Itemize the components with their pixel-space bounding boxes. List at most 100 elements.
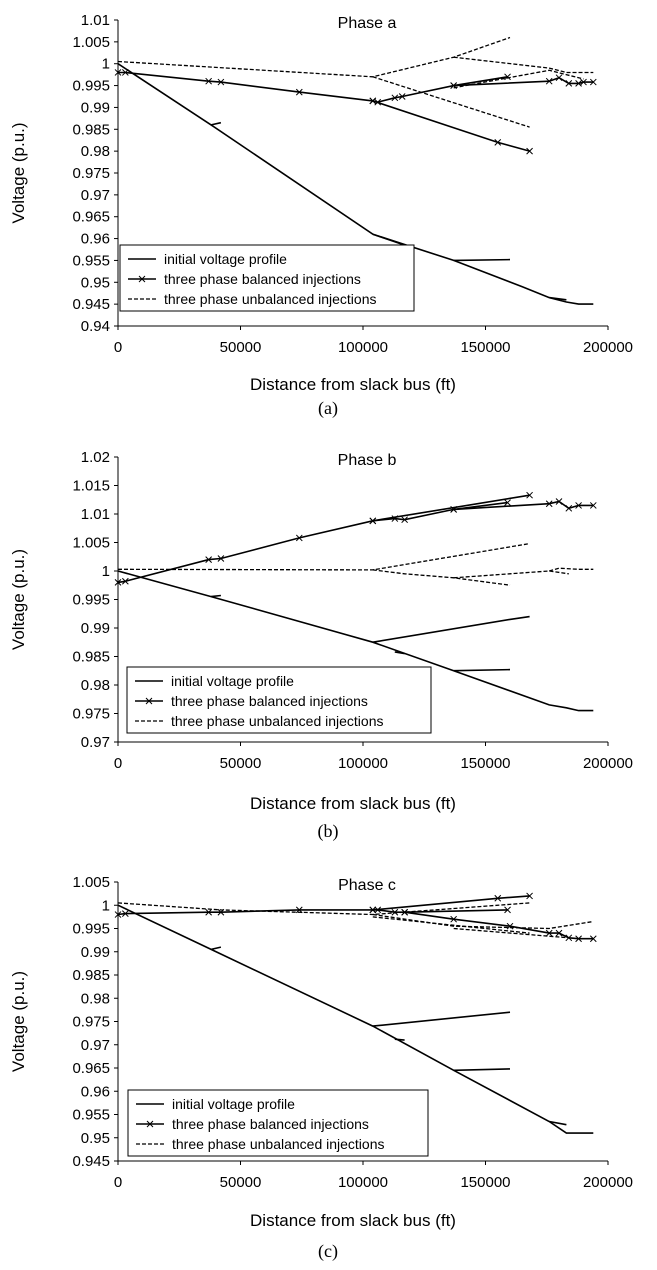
y-tick-label: 0.965: [72, 1060, 110, 1077]
y-tick-label: 0.975: [72, 706, 110, 723]
x-tick-label: 150000: [460, 339, 510, 356]
y-tick-label: 0.995: [72, 78, 110, 95]
y-tick-label: 1.015: [72, 478, 110, 495]
legend-label: initial voltage profile: [171, 673, 294, 689]
series-line-2: [453, 56, 594, 74]
x-axis-label: Distance from slack bus (ft): [250, 1211, 456, 1230]
y-tick-label: 0.98: [81, 143, 110, 160]
chart-title: Phase c: [338, 877, 396, 894]
y-tick-label: 0.96: [81, 1083, 110, 1100]
y-tick-label: 0.95: [81, 274, 110, 291]
data-point-x-marker: [205, 77, 213, 85]
data-point-x-marker: [114, 579, 122, 586]
data-point-x-marker: [401, 516, 409, 524]
y-tick-label: 0.98: [81, 677, 110, 694]
series-line-0: [394, 1038, 405, 1041]
y-tick-label: 0.955: [72, 252, 110, 269]
series-line-0: [549, 1120, 567, 1126]
data-point-x-marker: [504, 906, 511, 914]
data-point-x-marker: [114, 69, 122, 76]
x-tick-label: 50000: [220, 1174, 262, 1191]
series-line-0: [211, 594, 221, 598]
x-tick-label: 0: [114, 1174, 122, 1191]
series-line-0: [372, 233, 405, 246]
data-point-x-marker: [217, 555, 225, 562]
series-line-1: [372, 100, 530, 152]
y-tick-label: 0.995: [72, 921, 110, 938]
legend-label: three phase unbalanced injections: [164, 291, 377, 307]
y-tick-label: 0.95: [81, 1130, 110, 1147]
series-line-0: [394, 651, 405, 655]
x-axis-label: Distance from slack bus (ft): [250, 794, 456, 813]
y-tick-label: 0.945: [72, 1153, 110, 1170]
x-tick-label: 150000: [460, 1174, 510, 1191]
y-tick-label: 1.02: [81, 449, 110, 466]
y-tick-label: 1: [102, 897, 110, 914]
series-line-2: [549, 567, 594, 572]
chart-phase-c: 0.945 0.95 0.955 0.96 0.965 0.97 0.975 0.98 0.98…: [9, 874, 633, 1262]
y-tick-label: 0.955: [72, 1107, 110, 1124]
data-point-x-marker: [369, 97, 377, 105]
legend-box: [119, 244, 415, 312]
data-point-x-marker: [526, 491, 533, 499]
data-point-x-marker: [504, 73, 511, 81]
series-line-1: [453, 76, 508, 87]
y-tick-label: 1.01: [81, 12, 110, 29]
data-point-x-marker: [295, 88, 303, 96]
series-line-1: [118, 71, 594, 104]
series-line-2: [117, 542, 530, 571]
y-tick-label: 0.98: [81, 990, 110, 1007]
data-point-x-marker: [398, 93, 406, 100]
data-point-x-marker: [545, 500, 553, 508]
data-point-x-marker: [589, 78, 597, 86]
legend-label: three phase unbalanced injections: [172, 1136, 385, 1152]
series-line-2: [372, 913, 594, 930]
series-line-0: [372, 1011, 511, 1027]
data-point-x-marker: [555, 498, 563, 505]
legend-label: three phase unbalanced injections: [171, 713, 384, 729]
data-point-x-marker: [121, 910, 129, 917]
figure-caption: (a): [318, 398, 338, 419]
y-tick-label: 1.01: [81, 506, 110, 523]
y-tick-label: 0.975: [72, 1014, 110, 1031]
x-tick-label: 50000: [220, 339, 262, 356]
data-point-x-marker: [545, 929, 553, 937]
data-point-x-marker: [369, 906, 377, 914]
data-point-x-marker: [545, 77, 553, 85]
legend-label: three phase balanced injections: [164, 271, 361, 287]
data-point-x-marker: [555, 74, 563, 82]
y-tick-label: 0.97: [81, 734, 110, 751]
data-point-x-marker: [114, 911, 122, 918]
series-line-1: [372, 494, 530, 522]
y-tick-label: 0.97: [81, 187, 110, 204]
legend-x-marker: [138, 275, 146, 283]
data-point-x-marker: [565, 80, 573, 87]
y-tick-label: 1: [102, 56, 110, 73]
legend-x-marker: [146, 1120, 154, 1128]
legend-box: [126, 666, 432, 734]
series-line-2: [453, 927, 569, 939]
y-tick-label: 0.945: [72, 296, 110, 313]
x-tick-label: 200000: [583, 1174, 633, 1191]
series-line-0: [210, 121, 222, 126]
y-tick-label: 0.96: [81, 231, 110, 248]
data-point-x-marker: [589, 502, 597, 509]
data-point-x-marker: [295, 534, 303, 542]
data-point-x-marker: [217, 78, 225, 86]
data-point-x-marker: [121, 577, 129, 585]
y-tick-label: 0.99: [81, 944, 110, 961]
chart-title: Phase a: [338, 15, 397, 32]
data-point-x-marker: [555, 929, 563, 937]
y-tick-label: 0.975: [72, 165, 110, 182]
series-line-0: [453, 258, 511, 262]
y-tick-label: 1.005: [72, 874, 110, 891]
y-axis-label: Voltage (p.u.): [9, 549, 28, 650]
x-tick-label: 200000: [583, 339, 633, 356]
legend-label: three phase balanced injections: [171, 693, 368, 709]
data-point-x-marker: [494, 139, 502, 146]
x-tick-label: 50000: [220, 755, 262, 772]
y-tick-label: 0.965: [72, 209, 110, 226]
x-tick-label: 100000: [338, 339, 388, 356]
series-line-0: [372, 615, 530, 643]
data-point-x-marker: [526, 892, 533, 900]
